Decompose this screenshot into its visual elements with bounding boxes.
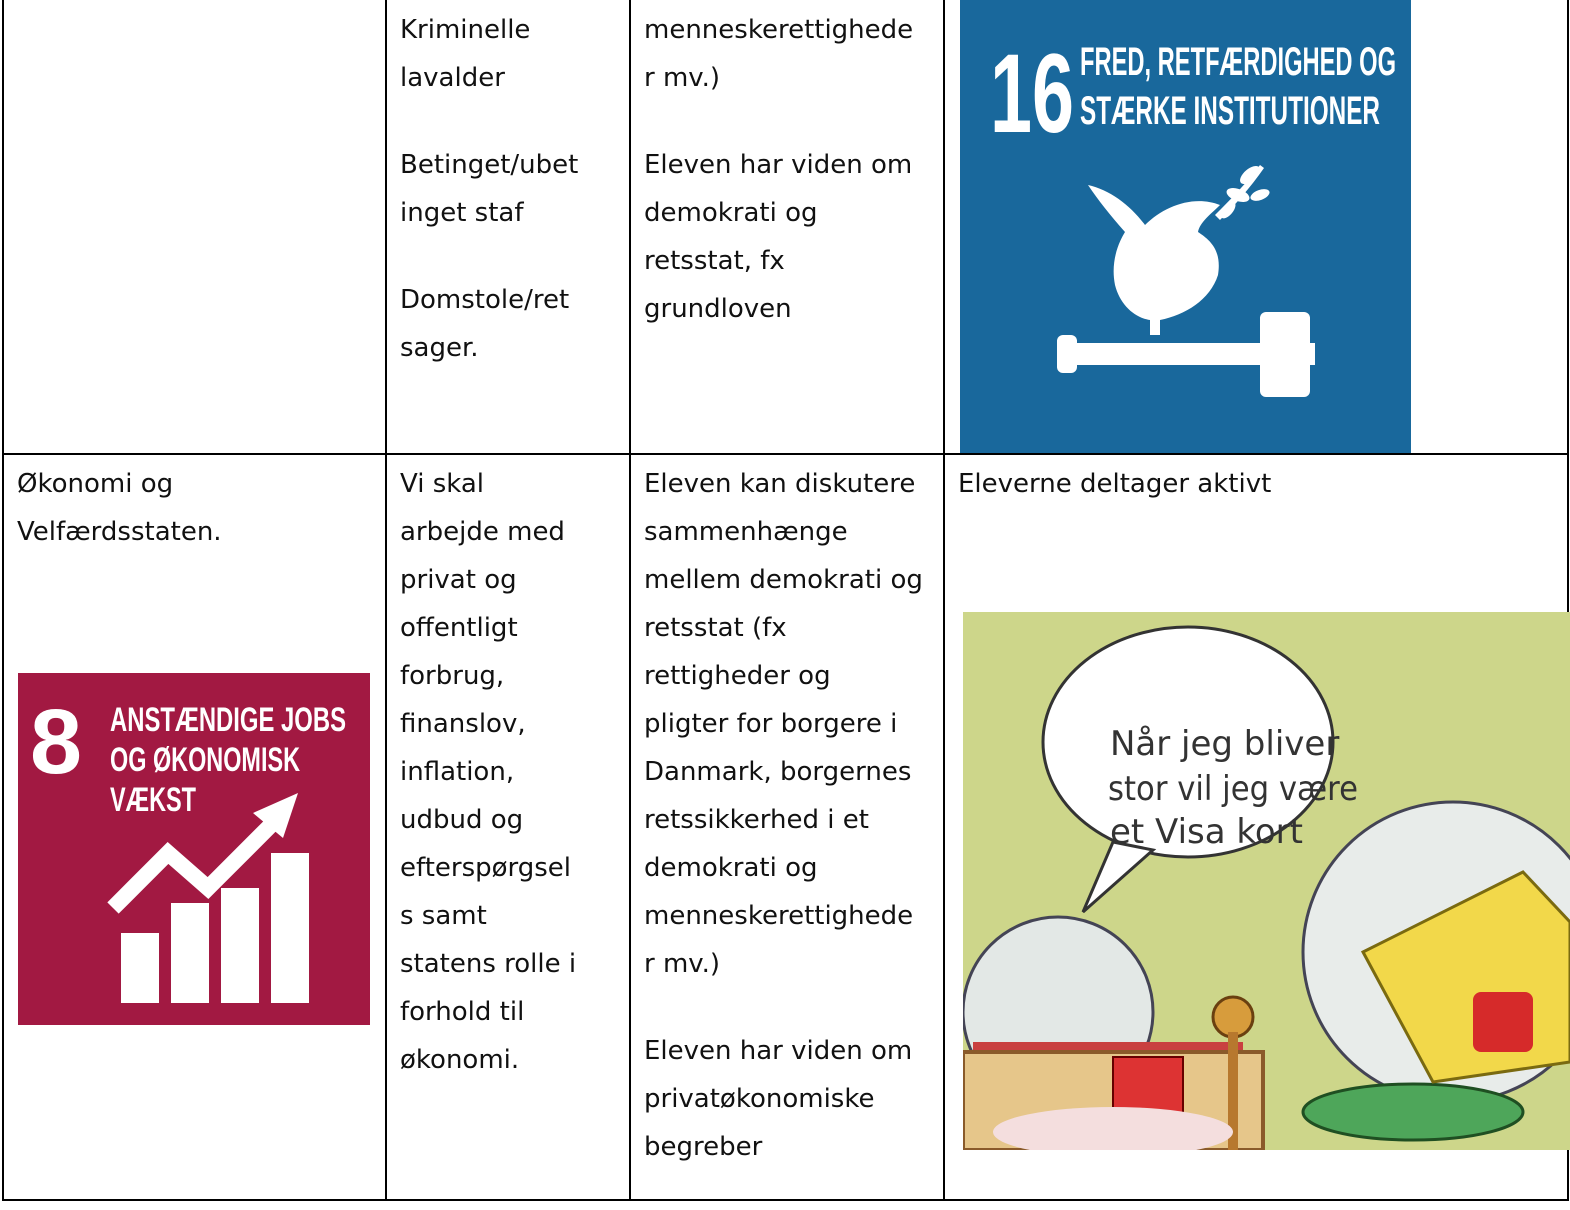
text-line: lavalder — [400, 63, 505, 93]
illustration-drawing — [963, 625, 1570, 1150]
text-line: menneskerettighede — [644, 901, 914, 931]
paragraph: Betinget/ubet inget staf — [400, 141, 629, 237]
paragraph: Eleven har viden om privatøkonomiske begre… — [644, 1027, 943, 1171]
sdg-label: STÆRKE INSTITUTIONER — [1080, 89, 1380, 133]
paragraph: Eleven kan diskutere sammenhænge mellem de… — [644, 460, 943, 988]
table-cell: menneskerettighede r mv.) Eleven har viden… — [630, 0, 943, 372]
text-line: retsstat, fx — [644, 246, 785, 276]
text-line: arbejde med — [400, 517, 565, 547]
text-line: forbrug, — [400, 661, 505, 691]
sdg-label: ANSTÆNDIGE JOBS — [110, 701, 346, 739]
text-line: retssikkerhed i et — [644, 805, 869, 835]
table-border — [1567, 0, 1569, 1201]
sdg-number: 8 — [30, 691, 82, 793]
sdg16-icon: 16 FRED, RETFÆRDIGHED OG STÆRKE INSTITUT… — [960, 0, 1411, 453]
paragraph: Vi skal arbejde med privat og offentligt for… — [400, 460, 629, 1084]
paragraph: Eleven har viden om demokrati og retsstat,… — [644, 141, 943, 333]
text-line: Eleven har viden om — [644, 1036, 913, 1066]
speech-text: stor vil jeg være — [1108, 769, 1358, 809]
text-line: privatøkonomiske — [644, 1084, 875, 1114]
cartoon-illustration: Når jeg bliver stor vil jeg være et Visa… — [963, 612, 1570, 1150]
dove-gavel — [1057, 165, 1315, 397]
text-line: Domstole/ret — [400, 285, 570, 315]
text-line: statens rolle i — [400, 949, 577, 979]
sdg-label: OG ØKONOMISK — [110, 741, 300, 779]
text-line: menneskerettighede — [644, 15, 914, 45]
text-line: udbud og — [400, 805, 524, 835]
text-line: Kriminelle — [400, 15, 531, 45]
sdg-label: VÆKST — [110, 781, 196, 819]
table-cell: Vi skal arbejde med privat og offentligt for… — [386, 454, 629, 1123]
text-line: Eleven har viden om — [644, 150, 913, 180]
table-border — [2, 1199, 1568, 1201]
table-border — [2, 453, 1568, 455]
table-border — [629, 0, 631, 1201]
text-line: offentligt — [400, 613, 518, 643]
text-line: retsstat (fx — [644, 613, 787, 643]
text-line: demokrati og — [644, 198, 818, 228]
text-line: finanslov, — [400, 709, 526, 739]
text-line: s samt — [400, 901, 487, 931]
text-line: efterspørgsel — [400, 853, 572, 883]
text-line: privat og — [400, 565, 517, 595]
text-line: begreber — [644, 1132, 763, 1162]
text-line: sager. — [400, 333, 479, 363]
text-line: forhold til — [400, 997, 525, 1027]
text-line: Velfærdsstaten. — [17, 517, 222, 547]
text-line: inget staf — [400, 198, 524, 228]
text-line: Eleverne deltager aktivt — [958, 469, 1272, 499]
text-line: demokrati og — [644, 853, 818, 883]
speech-text: et Visa kort — [1110, 812, 1303, 852]
paragraph: Kriminelle lavalder — [400, 6, 629, 102]
text-line: inflation, — [400, 757, 515, 787]
table-border — [2, 0, 4, 1201]
text-line: Betinget/ubet — [400, 150, 579, 180]
text-line: Vi skal — [400, 469, 485, 499]
paragraph: Eleverne deltager aktivt — [958, 460, 1564, 508]
text-line: Økonomi og — [17, 469, 174, 499]
table-border — [385, 0, 387, 1201]
text-line: pligter for borgere i — [644, 709, 898, 739]
text-line: r mv.) — [644, 949, 721, 979]
text-line: mellem demokrati og — [644, 565, 923, 595]
table-border — [943, 0, 945, 1201]
table-cell: Eleven kan diskutere sammenhænge mellem de… — [630, 454, 943, 1210]
table-cell: Eleverne deltager aktivt — [944, 454, 1564, 547]
text-line: Eleven kan diskutere — [644, 469, 916, 499]
sdg-label: FRED, RETFÆRDIGHED OG — [1080, 40, 1396, 84]
table-cell: Kriminelle lavalder Betinget/ubet inget sta… — [386, 0, 629, 411]
text-line: grundloven — [644, 294, 792, 324]
speech-text: Når jeg bliver — [1110, 724, 1339, 764]
growth-chart-icon — [107, 793, 309, 1003]
text-line: rettigheder og — [644, 661, 831, 691]
text-line: Danmark, borgernes — [644, 757, 912, 787]
sdg8-icon: 8 ANSTÆNDIGE JOBS OG ØKONOMISK VÆKST — [18, 673, 370, 1025]
text-line: sammenhænge — [644, 517, 848, 547]
text-line: r mv.) — [644, 63, 721, 93]
text-line: økonomi. — [400, 1045, 520, 1075]
table-cell: Økonomi og Velfærdsstaten. — [3, 454, 385, 595]
paragraph: Økonomi og Velfærdsstaten. — [17, 460, 385, 556]
paragraph: menneskerettighede r mv.) — [644, 6, 943, 102]
sdg-number: 16 — [990, 31, 1074, 156]
paragraph: Domstole/ret sager. — [400, 276, 629, 372]
